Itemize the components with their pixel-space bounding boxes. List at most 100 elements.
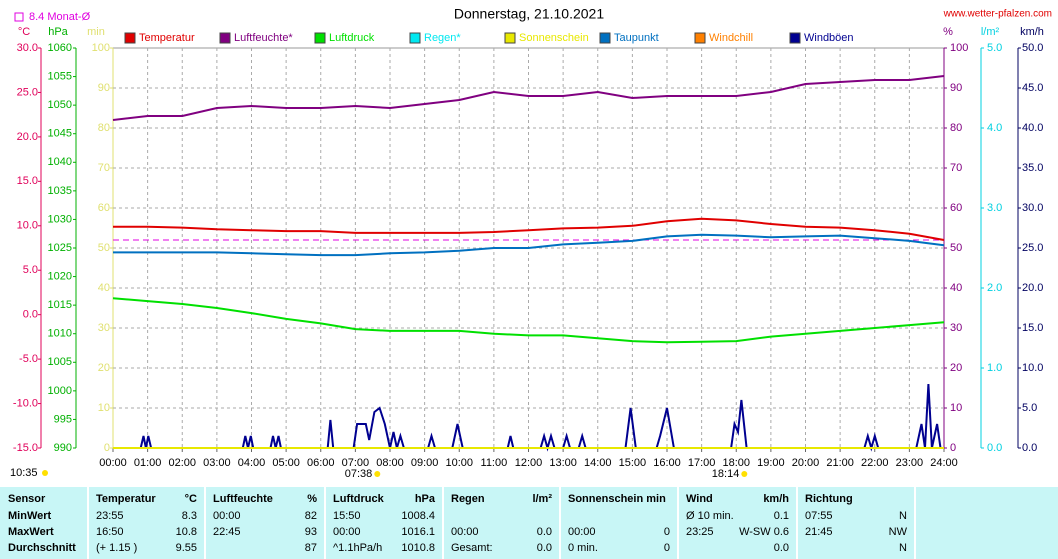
table-cell: 0 min. [568, 542, 598, 554]
legend-swatch [409, 32, 421, 44]
x-tick-label: 00:00 [99, 457, 127, 469]
table-header: Wind [686, 493, 713, 505]
table-cell: 15:50 [333, 510, 361, 522]
table-cell-value: N [899, 510, 907, 522]
table-header-unit: °C [185, 493, 197, 505]
y-tick-label: 70 [950, 162, 962, 174]
table-cell: (+ 1.15 ) [96, 542, 137, 554]
legend-swatch [694, 32, 706, 44]
y-tick-label: 40 [98, 282, 110, 294]
table-header-unit: km/h [763, 493, 789, 505]
x-tick-label: 13:00 [549, 457, 577, 469]
table-cell: 23:55 [96, 510, 124, 522]
y-axis-unit: min [87, 26, 105, 38]
x-tick-label: 08:00 [376, 457, 404, 469]
y-tick-label: 990 [54, 442, 72, 454]
y-tick-label: 100 [92, 42, 110, 54]
y-tick-label: 40 [950, 282, 962, 294]
y-tick-label: 50 [950, 242, 962, 254]
table-cell-value: 93 [305, 526, 317, 538]
table-row-label: MaxWert [8, 526, 54, 538]
x-tick-label: 18:00 [722, 457, 750, 469]
y-tick-label: 70 [98, 162, 110, 174]
y-tick-label: 80 [950, 122, 962, 134]
y-tick-label: 1030 [48, 213, 72, 225]
table-cell: 23:25 [686, 526, 714, 538]
table-cell-value: 1010.8 [401, 542, 435, 554]
y-axis-unit: km/h [1020, 26, 1044, 38]
y-tick-label: 90 [950, 82, 962, 94]
table-cell: Ø 10 min. [686, 510, 734, 522]
y-tick-label: 100 [950, 42, 968, 54]
x-tick-label: 21:00 [826, 457, 854, 469]
legend-swatch [504, 32, 516, 44]
y-tick-label: 20.0 [17, 131, 38, 143]
table-header: Luftdruck [333, 493, 385, 505]
series-line [113, 217, 945, 241]
table-header: Regen [451, 493, 485, 505]
table-cell-value: 1008.4 [401, 510, 435, 522]
y-tick-label: 0.0 [987, 442, 1002, 454]
sun-label: 07:38 [345, 468, 373, 480]
table-row-label: Durchschnitt [8, 542, 76, 554]
y-tick-label: 50.0 [1022, 42, 1043, 54]
table-cell-value: 10.8 [176, 526, 197, 538]
legend-swatch [219, 32, 231, 44]
series-line [112, 297, 945, 344]
legend-label: Regen* [424, 32, 461, 44]
table-cell: 22:45 [213, 526, 241, 538]
y-tick-label: 2.0 [987, 282, 1002, 294]
table-cell-value: W-SW 0.6 [739, 526, 789, 538]
x-tick-label: 15:00 [619, 457, 647, 469]
x-tick-label: 01:00 [134, 457, 162, 469]
y-tick-label: 15.0 [1022, 322, 1043, 334]
table-cell: 07:55 [805, 510, 833, 522]
x-tick-label: 17:00 [688, 457, 716, 469]
source-link: www.wetter-pfalzen.com [943, 9, 1052, 20]
x-tick-label: 23:00 [896, 457, 924, 469]
y-tick-label: 5.0 [23, 264, 38, 276]
table-cell: 00:00 [451, 526, 479, 538]
table-header-unit: hPa [415, 493, 436, 505]
y-tick-label: 20 [950, 362, 962, 374]
x-tick-label: 22:00 [861, 457, 889, 469]
table-cell: 16:50 [96, 526, 124, 538]
legend-swatch [124, 32, 136, 44]
y-tick-label: 10.0 [1022, 362, 1043, 374]
y-tick-label: 1015 [48, 299, 72, 311]
x-tick-label: 09:00 [411, 457, 439, 469]
table-cell-value: NW [889, 526, 908, 538]
y-axis-unit: % [943, 26, 953, 38]
table-bg [0, 487, 1058, 559]
sun-marker [741, 471, 748, 477]
legend-label: Taupunkt [614, 32, 659, 44]
table-header: Sensor [8, 493, 46, 505]
y-tick-label: 30 [98, 322, 110, 334]
x-tick-label: 12:00 [515, 457, 543, 469]
y-tick-label: 1045 [48, 128, 72, 140]
y-tick-label: 30.0 [1022, 202, 1043, 214]
y-axis-unit: hPa [48, 26, 68, 38]
table-header: Temperatur [96, 493, 156, 505]
y-tick-label: 60 [98, 202, 110, 214]
y-tick-label: 5.0 [1022, 402, 1037, 414]
table-cell: 00:00 [568, 526, 596, 538]
sun-icon [42, 470, 48, 476]
table-header: Richtung [805, 493, 853, 505]
x-tick-label: 10:00 [445, 457, 473, 469]
y-tick-label: 45.0 [1022, 82, 1043, 94]
y-tick-label: -5.0 [19, 353, 38, 365]
sun-label: 18:14 [712, 468, 740, 480]
legend-label: Sonnenschein [519, 32, 589, 44]
y-tick-label: -15.0 [13, 442, 38, 454]
average-icon [14, 12, 24, 22]
y-tick-label: 80 [98, 122, 110, 134]
x-tick-label: 20:00 [792, 457, 820, 469]
y-tick-label: 30.0 [17, 42, 38, 54]
x-tick-label: 06:00 [307, 457, 335, 469]
table-cell-value: 0.0 [537, 542, 552, 554]
series-line [112, 75, 945, 121]
y-tick-label: 5.0 [987, 42, 1002, 54]
table-cell: 21:45 [805, 526, 833, 538]
x-tick-label: 11:00 [481, 457, 508, 469]
